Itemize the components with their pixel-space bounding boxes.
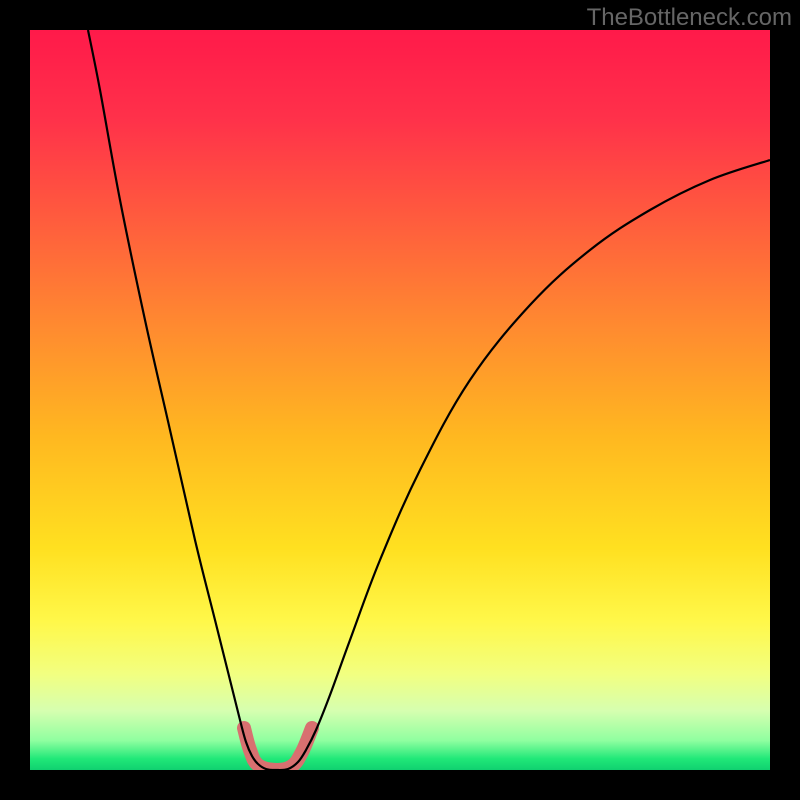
gradient-background [30, 30, 770, 770]
plot-area [30, 30, 770, 770]
plot-svg [30, 30, 770, 770]
chart-container: TheBottleneck.com [0, 0, 800, 800]
watermark-text: TheBottleneck.com [587, 4, 792, 32]
